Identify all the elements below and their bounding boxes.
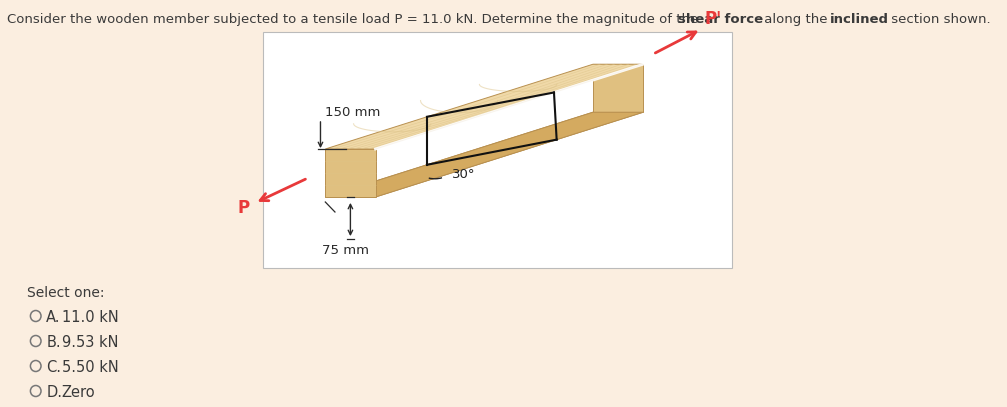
Polygon shape bbox=[593, 64, 643, 112]
Text: P': P' bbox=[705, 10, 722, 28]
Text: 9.53 kN: 9.53 kN bbox=[61, 335, 118, 350]
Text: P: P bbox=[238, 199, 250, 217]
Text: along the: along the bbox=[760, 13, 832, 26]
Text: inclined: inclined bbox=[830, 13, 888, 26]
Text: 150 mm: 150 mm bbox=[325, 106, 381, 119]
Polygon shape bbox=[325, 64, 643, 149]
Text: B.: B. bbox=[46, 335, 61, 350]
Text: 5.50 kN: 5.50 kN bbox=[61, 360, 119, 375]
Text: Consider the wooden member subjected to a tensile load P = 11.0 kN. Determine th: Consider the wooden member subjected to … bbox=[7, 13, 702, 26]
Bar bbox=[263, 32, 732, 268]
Text: D.: D. bbox=[46, 385, 62, 400]
Text: 30°: 30° bbox=[452, 168, 475, 181]
Text: A.: A. bbox=[46, 310, 60, 325]
Text: section shown.: section shown. bbox=[886, 13, 990, 26]
Text: Zero: Zero bbox=[61, 385, 96, 400]
Polygon shape bbox=[325, 112, 643, 197]
Text: C.: C. bbox=[46, 360, 61, 375]
Text: 75 mm: 75 mm bbox=[322, 244, 370, 257]
Text: 11.0 kN: 11.0 kN bbox=[61, 310, 119, 325]
Polygon shape bbox=[325, 112, 643, 197]
Text: Select one:: Select one: bbox=[27, 286, 105, 300]
Text: shear force: shear force bbox=[678, 13, 763, 26]
Polygon shape bbox=[325, 149, 376, 197]
